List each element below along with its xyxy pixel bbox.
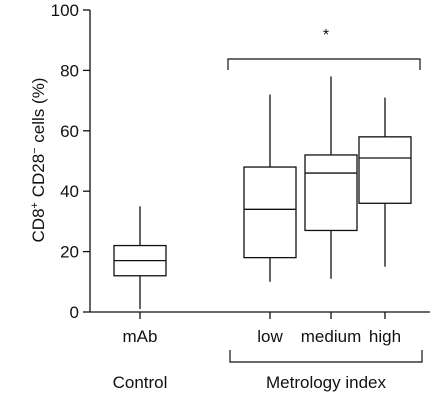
- x-tick-label: medium: [301, 327, 361, 346]
- y-tick-label: 100: [51, 1, 79, 20]
- group-bracket-metrology: [229, 350, 423, 363]
- box-series: mAb low medium high: [113, 76, 412, 346]
- box-medium: medium: [301, 76, 361, 346]
- y-tick-label: 80: [60, 61, 79, 80]
- y-tick-label: 60: [60, 122, 79, 141]
- y-tick-label: 0: [70, 303, 79, 322]
- y-axis-title: CD8+ CD28− cells (%): [29, 78, 48, 243]
- x-tick-label: high: [369, 327, 401, 346]
- significance-bracket: [227, 58, 421, 70]
- box-mAb: mAb: [113, 206, 167, 346]
- significance-marker: *: [323, 27, 329, 44]
- group-labels: Control Metrology index: [113, 350, 423, 392]
- y-tick-label: 20: [60, 243, 79, 262]
- y-axis-ticks: 0 20 40 60 80 100: [51, 1, 90, 322]
- x-tick-label: mAb: [123, 327, 158, 346]
- group-label-metrology-index: Metrology index: [266, 373, 387, 392]
- box-low: low: [243, 94, 297, 346]
- group-label-control: Control: [113, 373, 168, 392]
- x-tick-label: low: [257, 327, 283, 346]
- y-tick-label: 40: [60, 182, 79, 201]
- box-high: high: [358, 97, 412, 346]
- box-iqr: [243, 166, 297, 259]
- box-iqr: [358, 136, 412, 204]
- box-iqr: [304, 154, 358, 232]
